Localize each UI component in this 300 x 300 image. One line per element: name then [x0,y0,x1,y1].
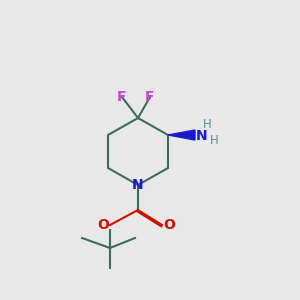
Text: O: O [97,218,109,232]
Text: H: H [202,118,211,131]
Text: F: F [117,90,127,104]
Text: F: F [145,90,155,104]
Text: N: N [132,178,144,192]
Polygon shape [168,130,195,140]
Text: N: N [196,129,208,143]
Text: H: H [210,134,218,146]
Text: O: O [163,218,175,232]
